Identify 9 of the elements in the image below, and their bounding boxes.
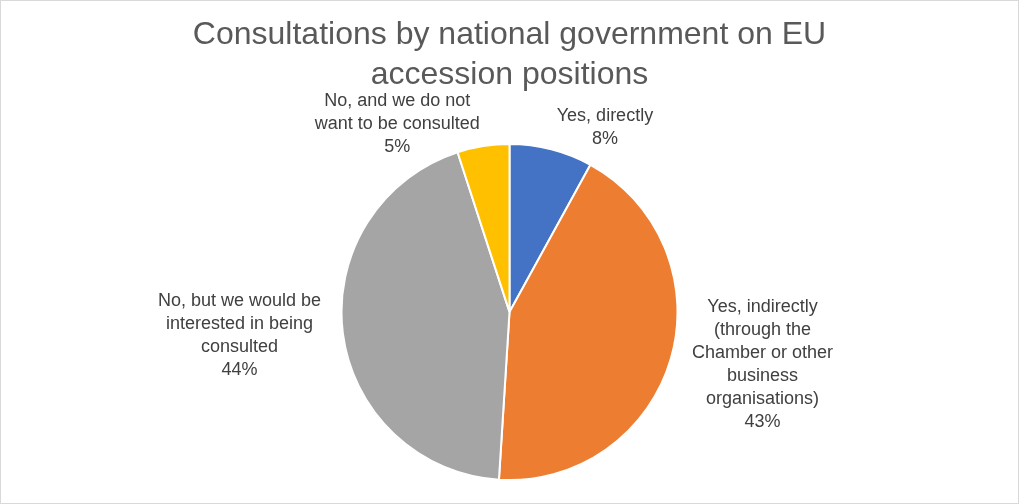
data-label: 44% bbox=[221, 359, 258, 380]
data-label: 43% bbox=[744, 411, 781, 432]
chart-title: Consultations by national government on EU accession positions bbox=[191, 14, 828, 93]
data-label: 8% bbox=[591, 128, 618, 149]
slice-label: Yes, indirectly (through the Chamber or other business organisations) bbox=[691, 296, 834, 409]
slice-label: No, and we do not want to be consulted bbox=[313, 90, 480, 134]
slice-label: No, but we would be interested in being consulted bbox=[157, 290, 321, 357]
slice-label: Yes, directly bbox=[556, 105, 654, 126]
data-label: 5% bbox=[384, 136, 411, 157]
